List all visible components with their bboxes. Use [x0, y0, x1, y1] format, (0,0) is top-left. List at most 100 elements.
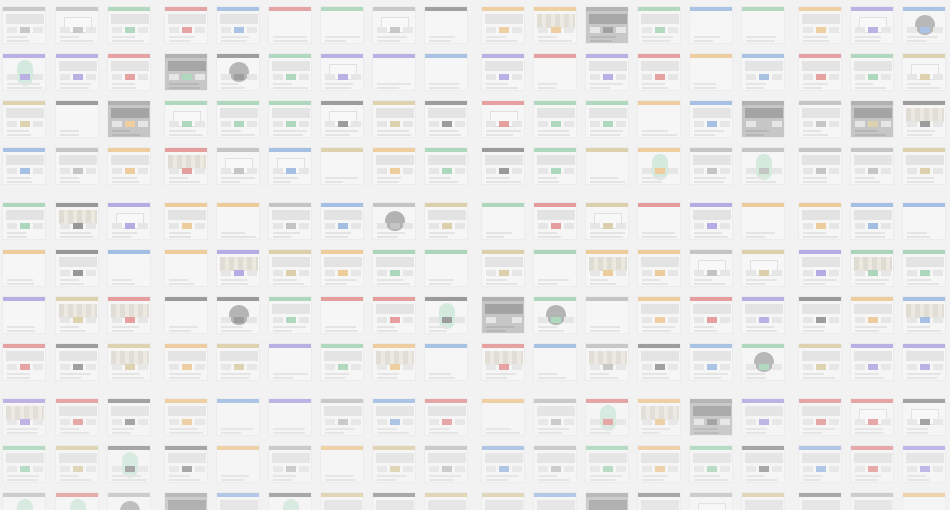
site-thumbnail[interactable] [107, 202, 151, 240]
site-thumbnail[interactable] [55, 398, 99, 436]
site-thumbnail[interactable] [164, 445, 208, 483]
site-thumbnail[interactable] [216, 492, 260, 510]
site-thumbnail[interactable] [216, 202, 260, 240]
site-thumbnail[interactable] [850, 398, 894, 436]
site-thumbnail[interactable] [850, 249, 894, 287]
site-thumbnail[interactable] [533, 296, 577, 334]
site-thumbnail[interactable] [107, 445, 151, 483]
site-thumbnail[interactable] [798, 202, 842, 240]
site-thumbnail[interactable] [164, 249, 208, 287]
site-thumbnail[interactable] [216, 53, 260, 91]
site-thumbnail[interactable] [320, 53, 364, 91]
site-thumbnail[interactable] [164, 343, 208, 381]
site-thumbnail[interactable] [320, 147, 364, 185]
site-thumbnail[interactable] [164, 398, 208, 436]
site-thumbnail[interactable] [902, 343, 946, 381]
site-thumbnail[interactable] [268, 249, 312, 287]
site-thumbnail[interactable] [320, 445, 364, 483]
site-thumbnail[interactable] [689, 100, 733, 138]
site-thumbnail[interactable] [372, 202, 416, 240]
site-thumbnail[interactable] [372, 343, 416, 381]
site-thumbnail[interactable] [268, 492, 312, 510]
site-thumbnail[interactable] [372, 100, 416, 138]
site-thumbnail[interactable] [268, 296, 312, 334]
site-thumbnail[interactable] [481, 343, 525, 381]
site-thumbnail[interactable] [533, 445, 577, 483]
site-thumbnail[interactable] [533, 53, 577, 91]
site-thumbnail[interactable] [2, 343, 46, 381]
site-thumbnail[interactable] [55, 6, 99, 44]
site-thumbnail[interactable] [2, 492, 46, 510]
site-thumbnail[interactable] [850, 147, 894, 185]
site-thumbnail[interactable] [741, 53, 785, 91]
site-thumbnail[interactable] [902, 6, 946, 44]
site-thumbnail[interactable] [2, 202, 46, 240]
site-thumbnail[interactable] [585, 343, 629, 381]
site-thumbnail[interactable] [424, 202, 468, 240]
site-thumbnail[interactable] [268, 343, 312, 381]
site-thumbnail[interactable] [689, 249, 733, 287]
site-thumbnail[interactable] [55, 147, 99, 185]
site-thumbnail[interactable] [850, 100, 894, 138]
site-thumbnail[interactable] [689, 53, 733, 91]
site-thumbnail[interactable] [320, 6, 364, 44]
site-thumbnail[interactable] [798, 296, 842, 334]
site-thumbnail[interactable] [481, 202, 525, 240]
site-thumbnail[interactable] [481, 6, 525, 44]
site-thumbnail[interactable] [2, 53, 46, 91]
site-thumbnail[interactable] [55, 249, 99, 287]
site-thumbnail[interactable] [902, 147, 946, 185]
site-thumbnail[interactable] [689, 6, 733, 44]
site-thumbnail[interactable] [372, 492, 416, 510]
site-thumbnail[interactable] [902, 100, 946, 138]
site-thumbnail[interactable] [637, 296, 681, 334]
site-thumbnail[interactable] [424, 398, 468, 436]
site-thumbnail[interactable] [216, 398, 260, 436]
site-thumbnail[interactable] [107, 492, 151, 510]
site-thumbnail[interactable] [424, 147, 468, 185]
site-thumbnail[interactable] [424, 249, 468, 287]
site-thumbnail[interactable] [850, 53, 894, 91]
site-thumbnail[interactable] [2, 398, 46, 436]
site-thumbnail[interactable] [268, 147, 312, 185]
site-thumbnail[interactable] [164, 147, 208, 185]
site-thumbnail[interactable] [533, 6, 577, 44]
site-thumbnail[interactable] [741, 147, 785, 185]
site-thumbnail[interactable] [372, 53, 416, 91]
site-thumbnail[interactable] [689, 343, 733, 381]
site-thumbnail[interactable] [902, 398, 946, 436]
site-thumbnail[interactable] [741, 6, 785, 44]
site-thumbnail[interactable] [320, 343, 364, 381]
site-thumbnail[interactable] [741, 398, 785, 436]
site-thumbnail[interactable] [107, 147, 151, 185]
site-thumbnail[interactable] [585, 398, 629, 436]
site-thumbnail[interactable] [798, 398, 842, 436]
site-thumbnail[interactable] [216, 147, 260, 185]
site-thumbnail[interactable] [798, 53, 842, 91]
site-thumbnail[interactable] [533, 147, 577, 185]
site-thumbnail[interactable] [164, 53, 208, 91]
site-thumbnail[interactable] [320, 492, 364, 510]
site-thumbnail[interactable] [585, 202, 629, 240]
site-thumbnail[interactable] [55, 53, 99, 91]
site-thumbnail[interactable] [216, 249, 260, 287]
site-thumbnail[interactable] [902, 296, 946, 334]
site-thumbnail[interactable] [533, 249, 577, 287]
site-thumbnail[interactable] [107, 100, 151, 138]
site-thumbnail[interactable] [424, 6, 468, 44]
site-thumbnail[interactable] [850, 492, 894, 510]
site-thumbnail[interactable] [533, 398, 577, 436]
site-thumbnail[interactable] [637, 343, 681, 381]
site-thumbnail[interactable] [268, 6, 312, 44]
site-thumbnail[interactable] [850, 6, 894, 44]
site-thumbnail[interactable] [55, 202, 99, 240]
site-thumbnail[interactable] [798, 445, 842, 483]
site-thumbnail[interactable] [850, 296, 894, 334]
site-thumbnail[interactable] [741, 202, 785, 240]
site-thumbnail[interactable] [637, 398, 681, 436]
site-thumbnail[interactable] [2, 296, 46, 334]
site-thumbnail[interactable] [850, 445, 894, 483]
site-thumbnail[interactable] [902, 445, 946, 483]
site-thumbnail[interactable] [216, 296, 260, 334]
site-thumbnail[interactable] [107, 53, 151, 91]
